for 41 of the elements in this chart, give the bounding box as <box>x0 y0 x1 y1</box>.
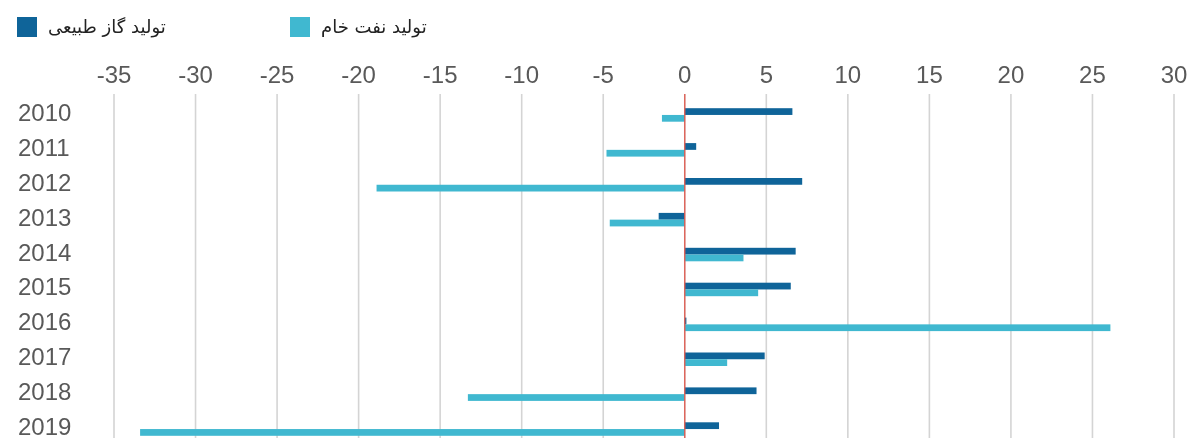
legend-label: تولید نفت خام <box>321 16 427 38</box>
x-tick-label: -5 <box>592 61 614 89</box>
x-tick-label: -15 <box>422 61 458 89</box>
y-tick-label: 2016 <box>18 308 72 336</box>
y-tick-label: 2015 <box>18 273 72 301</box>
x-tick-label: 20 <box>997 61 1025 89</box>
x-tick-label: 5 <box>759 61 773 89</box>
y-tick-label: 2010 <box>18 99 72 127</box>
bar <box>376 184 685 192</box>
bar <box>467 394 685 401</box>
bar <box>684 289 759 297</box>
y-tick-label: 2019 <box>18 413 72 441</box>
bar <box>684 387 757 395</box>
bar <box>684 359 728 366</box>
bar <box>684 108 793 115</box>
x-tick-label: -10 <box>504 61 540 89</box>
bar <box>684 422 720 430</box>
legend-label: تولید گاز طبیعی <box>48 16 166 38</box>
x-tick-label: 0 <box>678 61 692 89</box>
x-tick-label: -30 <box>178 61 213 89</box>
bar <box>684 324 1111 332</box>
bar <box>658 212 685 220</box>
bar <box>684 143 697 150</box>
bar <box>684 178 803 185</box>
y-tick-label: 2011 <box>18 134 70 162</box>
y-tick-label: 2014 <box>18 238 72 266</box>
y-tick-label: 2013 <box>18 203 72 231</box>
bar <box>140 429 685 436</box>
x-tick-label: 10 <box>834 61 862 89</box>
x-tick-label: -35 <box>96 61 132 89</box>
x-tick-label: -25 <box>259 61 295 89</box>
x-tick-label: 25 <box>1079 61 1106 89</box>
y-tick-label: 2012 <box>18 169 72 197</box>
x-tick-label: 15 <box>916 61 943 89</box>
y-tick-label: 2018 <box>18 378 72 406</box>
bar <box>606 149 685 157</box>
y-tick-label: 2017 <box>18 343 72 371</box>
bar <box>684 247 796 255</box>
bar <box>661 114 685 122</box>
x-tick-label: 30 <box>1160 61 1188 89</box>
x-tick-label: -20 <box>341 61 376 89</box>
